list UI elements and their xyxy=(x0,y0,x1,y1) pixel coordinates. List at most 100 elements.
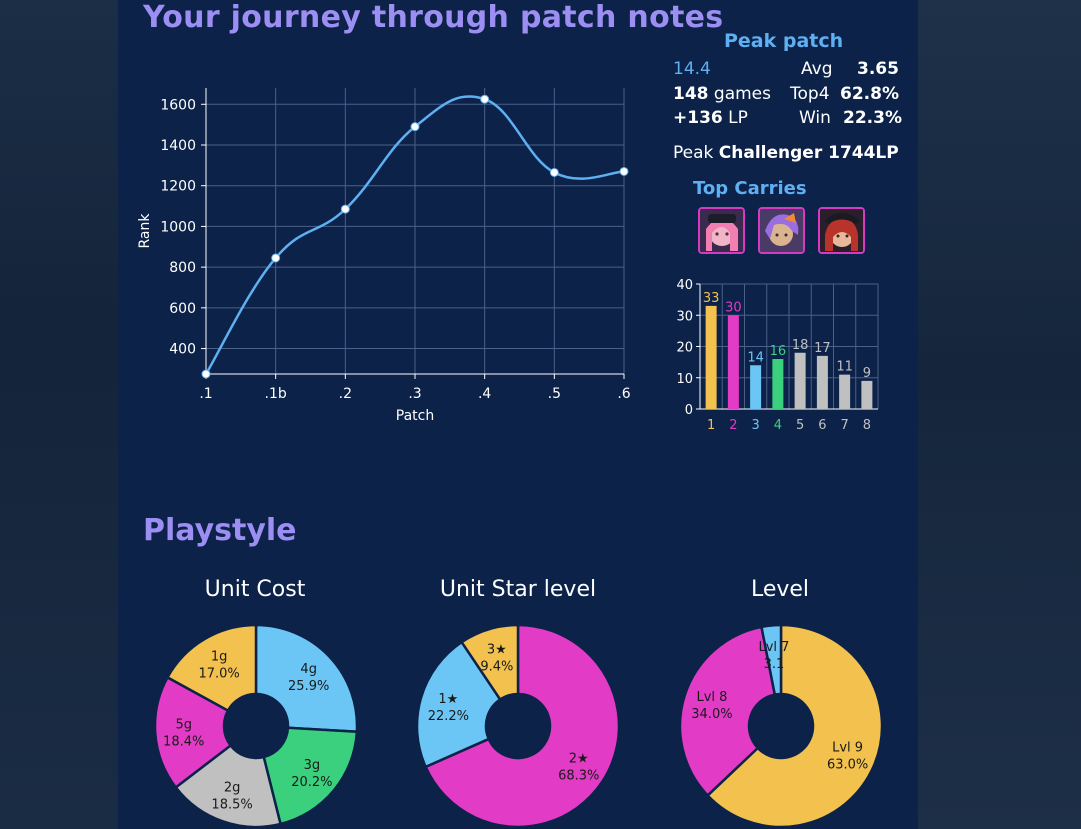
slice-percent: 25.9% xyxy=(288,679,329,694)
donut-slice xyxy=(153,675,233,790)
champion-portrait-pink-hair[interactable] xyxy=(698,207,745,254)
bar-value-label: 18 xyxy=(792,338,809,353)
y-tick-label: 1200 xyxy=(160,179,196,195)
x-tick-label: .1 xyxy=(199,386,212,402)
slice-percent: 3.1 xyxy=(764,657,785,672)
bar-y-tick-label: 20 xyxy=(676,341,693,356)
donut-slice xyxy=(459,623,520,702)
peak-label: Peak xyxy=(673,143,714,163)
bar-value-label: 30 xyxy=(725,300,742,315)
y-tick-label: 800 xyxy=(169,260,196,276)
donut-slice xyxy=(254,623,359,734)
x-axis-label: Patch xyxy=(396,408,434,424)
win-label: Win xyxy=(799,108,831,128)
bar-category-label: 8 xyxy=(863,418,871,433)
lp-change: +136 LP xyxy=(673,108,748,128)
peak-patch-title: Peak patch xyxy=(724,30,844,52)
bar-category-label: 1 xyxy=(707,418,715,433)
x-tick-label: .4 xyxy=(478,386,491,402)
win-value: 22.3% xyxy=(843,108,902,128)
placement-bar xyxy=(727,315,739,409)
level-title: Level xyxy=(750,577,810,602)
x-tick-label: .2 xyxy=(339,386,352,402)
peak-patch-number: 14.4 xyxy=(673,59,711,79)
bar-value-label: 9 xyxy=(863,366,871,381)
bar-category-label: 7 xyxy=(840,418,848,433)
games-unit: games xyxy=(713,84,771,104)
slice-label: 1g xyxy=(211,650,228,665)
unit-cost-title: Unit Cost xyxy=(204,577,306,602)
bar-value-label: 14 xyxy=(747,350,764,365)
portrait-purple-hair-icon xyxy=(760,209,803,252)
slice-label: 2g xyxy=(224,780,241,795)
bar-value-label: 11 xyxy=(836,360,853,375)
slice-label: Lvl 8 xyxy=(696,690,727,705)
slice-percent: 17.0% xyxy=(198,667,239,682)
rank-data-point xyxy=(619,166,629,176)
y-tick-label: 1400 xyxy=(160,138,196,154)
slice-percent: 22.2% xyxy=(428,709,469,724)
champion-portrait-red-hair[interactable] xyxy=(818,207,865,254)
donut-slice xyxy=(262,726,359,826)
slice-percent: 20.2% xyxy=(291,775,332,790)
bar-value-label: 16 xyxy=(770,344,787,359)
rank-data-point xyxy=(201,369,211,379)
rank-data-point xyxy=(549,167,559,177)
rank-data-point xyxy=(340,204,350,214)
placement-bar xyxy=(816,355,828,409)
unit-star-donut-chart: 2★ 68.3% 1★ 22.2% 3★ 9.4% xyxy=(415,623,621,829)
slice-label: 3g xyxy=(304,758,321,773)
y-tick-label: 1600 xyxy=(160,97,196,113)
peak-value: Challenger 1744LP xyxy=(718,143,899,163)
placement-bar-chart: 0 10 20 30 40 33 1 30 2 14 3 16 4 18 5 17 6 11 7 9 8 xyxy=(676,278,879,433)
slice-label: 4g xyxy=(300,662,317,677)
bar-category-label: 5 xyxy=(796,418,804,433)
slice-label: 1★ xyxy=(438,692,458,707)
rank-data-point xyxy=(271,253,281,263)
rank-data-point xyxy=(480,94,490,104)
background-right xyxy=(918,0,1081,829)
slice-percent: 9.4% xyxy=(480,660,513,675)
top-carries-title: Top Carries xyxy=(693,178,807,199)
slice-percent: 63.0% xyxy=(827,758,868,773)
placement-bar xyxy=(839,374,851,409)
placement-bar xyxy=(705,305,717,409)
donut-slice xyxy=(174,743,283,829)
top4-label: Top4 xyxy=(790,84,830,104)
unit-cost-donut-chart: 4g 25.9% 3g 20.2% 2g 18.5% 5g 18.4% 1g 17.0% xyxy=(153,623,359,829)
slice-label: Lvl 7 xyxy=(758,640,789,655)
level-donut-chart: Lvl 9 63.0% Lvl 8 34.0% Lvl 7 3.1 xyxy=(678,623,884,829)
rank-line-chart: 400 600 800 1000 1200 1400 1600 .1 .1b .2 .3 .4 .5 .6… xyxy=(137,88,631,424)
background-left xyxy=(0,0,118,829)
placement-bar xyxy=(772,359,784,409)
bar-category-label: 3 xyxy=(751,418,759,433)
bar-category-label: 6 xyxy=(818,418,826,433)
donut-slice xyxy=(423,623,621,829)
bar-y-tick-label: 0 xyxy=(685,403,693,418)
bar-value-label: 17 xyxy=(814,341,831,356)
games-number: 148 xyxy=(673,84,709,104)
portrait-red-hair-icon xyxy=(820,209,863,252)
slice-label: 5g xyxy=(175,717,192,732)
bar-y-tick-label: 10 xyxy=(676,372,693,387)
slice-label: 2★ xyxy=(569,752,589,767)
bar-y-tick-label: 30 xyxy=(676,309,693,324)
slice-percent: 34.0% xyxy=(691,707,732,722)
slice-percent: 68.3% xyxy=(558,769,599,784)
placement-bar xyxy=(750,365,762,409)
donut-slice xyxy=(705,623,884,829)
x-tick-label: .3 xyxy=(408,386,421,402)
page-title: Your journey through patch notes xyxy=(143,0,724,35)
avg-label: Avg xyxy=(801,59,833,79)
games-count: 148 games xyxy=(673,84,771,104)
portrait-pink-hair-icon xyxy=(700,209,743,252)
slice-percent: 18.4% xyxy=(163,734,204,749)
champion-portrait-purple-hair[interactable] xyxy=(758,207,805,254)
bar-category-label: 4 xyxy=(774,418,782,433)
x-tick-label: .6 xyxy=(617,386,630,402)
x-tick-label: .5 xyxy=(548,386,561,402)
unit-star-title: Unit Star level xyxy=(439,577,597,602)
lp-unit: LP xyxy=(728,108,748,128)
top4-value: 62.8% xyxy=(840,84,899,104)
y-tick-label: 400 xyxy=(169,342,196,358)
